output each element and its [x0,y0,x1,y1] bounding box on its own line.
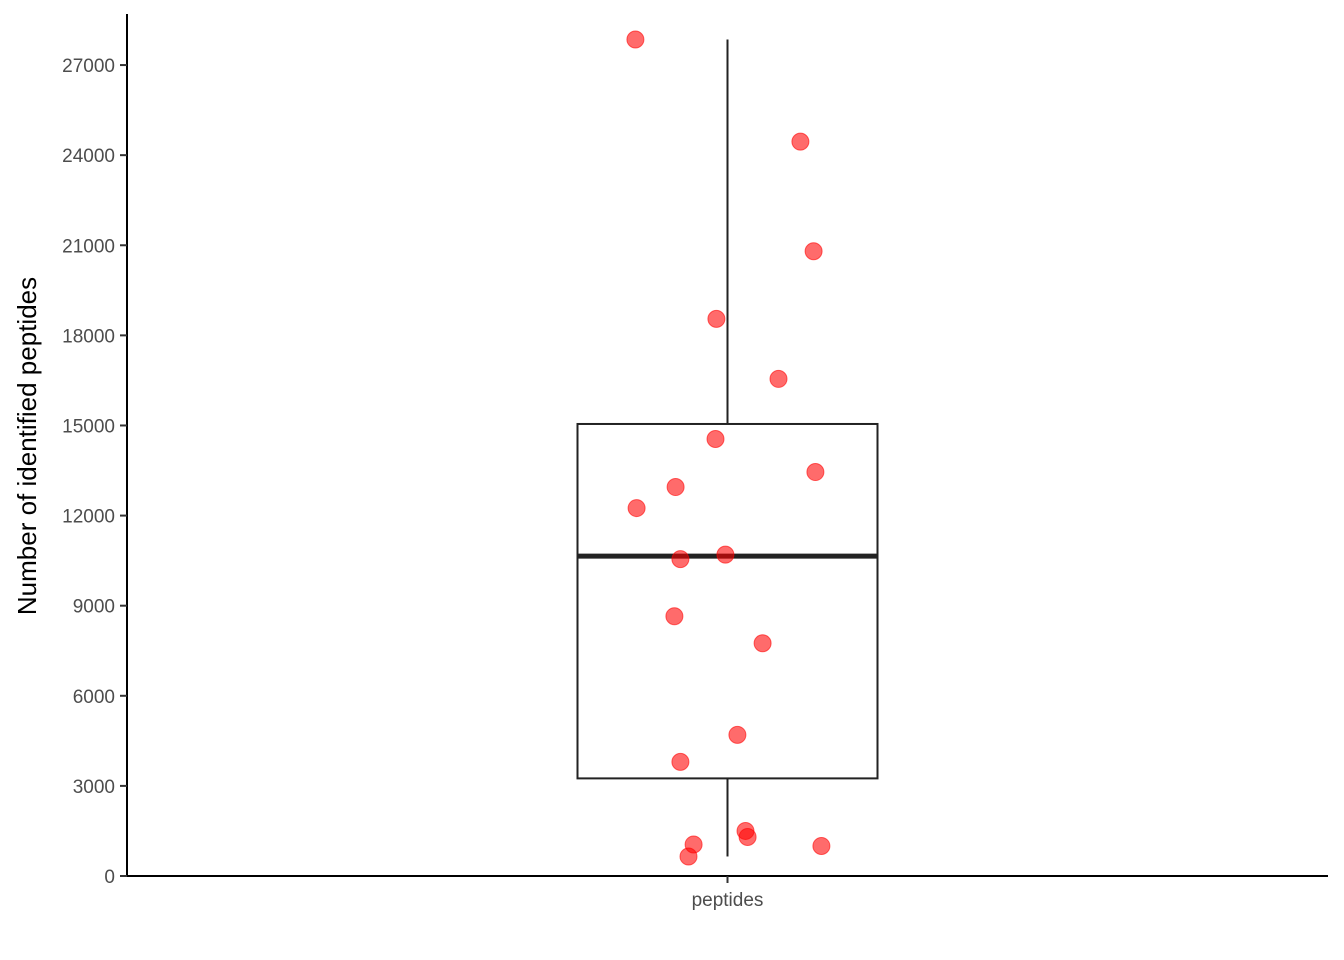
y-tick-label: 6000 [73,687,115,708]
data-point [671,550,690,569]
y-axis: 0 3000 6000 9000 12000 15000 18000 21000 24000 27… [62,14,128,888]
iqr-box [576,422,879,780]
x-tick-label: peptides [692,890,764,911]
data-point [791,132,810,151]
y-tick-label: 24000 [62,146,115,167]
data-point [665,607,684,626]
y-tick-label: 18000 [62,326,115,347]
data-point [627,499,646,518]
data-point [707,309,726,328]
y-tick-label: 15000 [62,416,115,437]
data-point [679,847,698,866]
points-layer [626,30,831,866]
box-layer [576,39,879,857]
data-point [806,463,825,482]
data-point [716,545,735,564]
y-tick-label: 9000 [73,597,115,618]
data-point [626,30,645,49]
y-axis-title: Number of identified peptides [12,277,42,615]
data-point [738,827,757,846]
data-point [728,725,747,744]
data-point [753,634,772,653]
y-tick-label: 12000 [62,507,115,528]
data-point [671,752,690,771]
y-tick-label: 21000 [62,236,115,257]
data-point [706,429,725,448]
y-tick-label: 0 [104,867,115,888]
data-point [666,478,685,497]
data-point [769,369,788,388]
data-point [804,242,823,261]
data-point [812,836,831,855]
y-tick-label: 27000 [62,56,115,77]
x-axis: peptides [127,875,1328,911]
y-tick-label: 3000 [73,777,115,798]
